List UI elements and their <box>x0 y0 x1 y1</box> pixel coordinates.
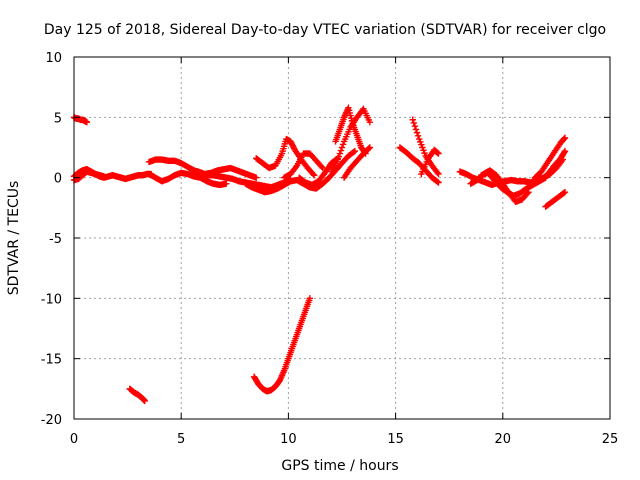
y-tick-label: -10 <box>41 292 62 307</box>
series-arc-8 <box>250 295 314 395</box>
data-point <box>410 119 418 127</box>
data-point <box>351 147 359 155</box>
series-arc-6 <box>145 169 230 189</box>
data-point <box>366 118 374 126</box>
series-arc-16 <box>396 144 442 186</box>
series-arc-7 <box>188 164 260 181</box>
y-tick-label: 10 <box>45 51 62 66</box>
series-arc-2 <box>70 168 108 184</box>
series-arc-9 <box>253 135 318 179</box>
series-arc-18 <box>418 146 442 178</box>
axis-ticks <box>73 56 611 420</box>
data-point <box>253 174 260 181</box>
data-point <box>366 144 374 151</box>
data-point <box>409 116 416 123</box>
series-arc-23 <box>538 147 569 184</box>
data-point <box>334 156 341 163</box>
data-point <box>560 189 568 197</box>
data-point <box>414 132 422 140</box>
data-point <box>350 148 357 156</box>
data-point <box>411 122 419 130</box>
data-point <box>435 179 442 186</box>
x-tick-label: 10 <box>280 432 297 447</box>
series-arc-24 <box>542 188 569 210</box>
grid-lines <box>74 57 610 419</box>
series-arc-15 <box>340 144 374 181</box>
data-point <box>223 180 230 187</box>
data-point <box>339 141 347 148</box>
x-tick-label: 15 <box>387 432 404 447</box>
data-point <box>365 145 372 152</box>
data-point <box>335 153 342 160</box>
data-point <box>413 129 421 136</box>
data-point <box>83 118 91 126</box>
data-point <box>337 147 345 154</box>
y-tick-label: -15 <box>41 353 62 368</box>
data-point <box>434 178 441 185</box>
chart-title: Day 125 of 2018, Sidereal Day-to-day VTE… <box>44 22 606 38</box>
data-point <box>336 150 344 157</box>
x-axis-label: GPS time / hours <box>281 458 398 474</box>
y-tick-label: 5 <box>54 111 62 126</box>
data-point <box>318 163 325 171</box>
data-point <box>310 172 318 179</box>
x-tick-label: 20 <box>495 432 512 447</box>
x-tick-label: 0 <box>70 432 78 447</box>
y-tick-label: -20 <box>41 413 62 428</box>
series-arc-11 <box>280 150 326 181</box>
x-tick-label: 5 <box>177 432 185 447</box>
data-point <box>141 397 148 405</box>
data-point <box>434 169 441 176</box>
tick-labels: 0 5 10 15 20 25 -20 -15 -10 -5 0 5 10 <box>41 51 619 447</box>
data-point <box>309 170 317 178</box>
y-tick-label: -5 <box>49 232 62 247</box>
data-point <box>306 295 314 302</box>
data-point <box>292 163 300 171</box>
data-point <box>338 144 346 151</box>
series-arc-14 <box>328 105 374 175</box>
data-point <box>319 164 326 172</box>
y-tick-label: 0 <box>54 172 62 187</box>
data-point <box>561 149 568 156</box>
data-marks <box>70 104 569 405</box>
y-axis-label: SDTVAR / TECUs <box>6 181 22 296</box>
data-point <box>412 126 420 133</box>
data-point <box>435 170 442 178</box>
data-point <box>561 188 569 196</box>
series-arc-22 <box>531 134 569 181</box>
x-tick-label: 25 <box>602 432 619 447</box>
data-point <box>100 173 108 180</box>
data-point <box>561 147 569 155</box>
data-point <box>435 150 442 157</box>
data-point <box>561 135 568 142</box>
data-point <box>561 134 569 142</box>
series-arc-4 <box>126 385 148 405</box>
data-point <box>524 190 531 197</box>
